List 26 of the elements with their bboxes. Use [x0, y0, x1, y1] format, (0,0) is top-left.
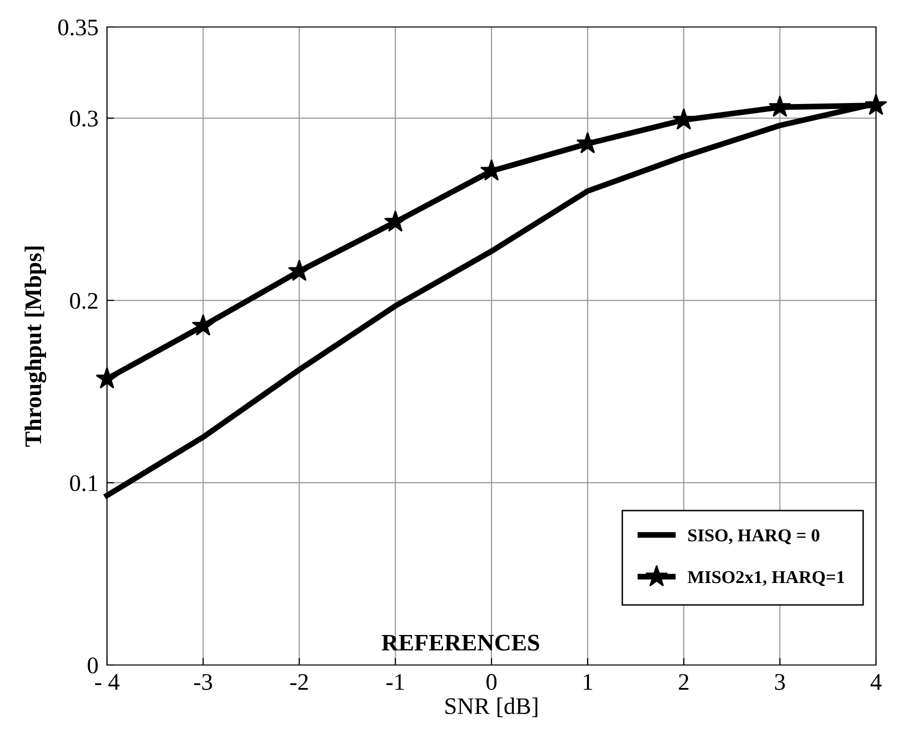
y-tick-label: 0.2: [70, 292, 98, 309]
annotation: REFERENCES: [382, 634, 540, 651]
y-tick-label: 0.1: [70, 475, 98, 492]
point: [768, 95, 792, 117]
y-axis-title: Throughput [Mbps]: [24, 246, 46, 447]
y-tick-label: 0.35: [58, 19, 98, 36]
x-tick-label: 3: [775, 674, 785, 690]
x-tick-label: -1: [386, 674, 404, 690]
x-axis-title: SNR [dB]: [446, 698, 538, 718]
point: [864, 94, 888, 116]
legend-label: MISO2x1, HARQ=1: [688, 571, 844, 586]
x-tick-label: -2: [290, 674, 308, 690]
y-tick-label: 0: [88, 657, 98, 674]
point: [672, 108, 696, 130]
x-tick-label: 4: [870, 674, 882, 690]
point: [288, 259, 311, 281]
point: [192, 314, 214, 336]
x-tick-label: 0: [486, 674, 497, 690]
legend-label: SISO, HARQ = 0: [688, 529, 820, 544]
x-tick-label: - 4: [95, 674, 120, 690]
point: [384, 210, 407, 232]
y-tick-label: 0.3: [70, 110, 98, 127]
x-tick-label: 2: [678, 674, 688, 690]
point: [96, 367, 118, 388]
x-tick-label: -3: [194, 674, 212, 690]
x-tick-label: 1: [584, 674, 592, 690]
